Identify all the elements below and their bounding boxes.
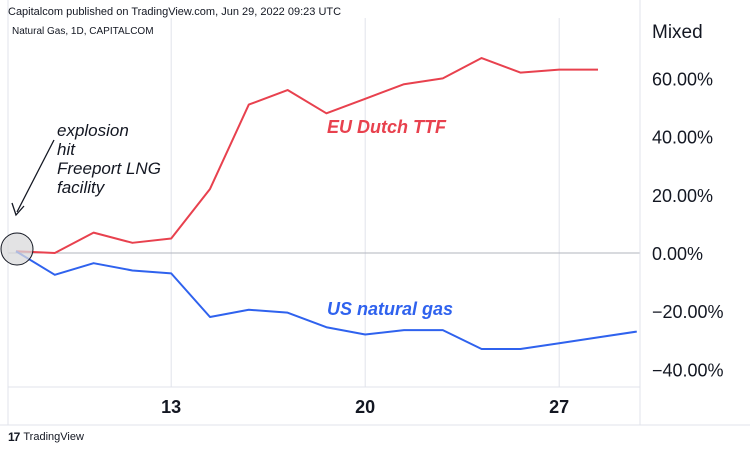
- label-layer: EU Dutch TTF US natural gas: [327, 117, 453, 319]
- highlight-circle: [0, 232, 34, 266]
- x-tick-label: 20: [355, 397, 375, 417]
- publisher-header: Capitalcom published on TradingView.com,…: [8, 6, 342, 18]
- annotation-text-line: explosion: [57, 121, 129, 140]
- series-line-eu-dutch-ttf: [15, 57, 598, 254]
- y-tick-label: 20.00%: [652, 186, 713, 206]
- tradingview-logo-icon: 17: [8, 430, 20, 444]
- footer-brand[interactable]: 17 TradingView: [8, 430, 84, 444]
- scale-mode-label[interactable]: Mixed: [652, 22, 703, 43]
- symbol-info: Natural Gas, 1D, CAPITALCOM: [12, 26, 154, 37]
- y-tick-label: 60.00%: [652, 69, 713, 89]
- series-line-us-natural-gas: [15, 250, 637, 351]
- grid-layer: [8, 18, 640, 387]
- annotation-arrow-shaft: [16, 139, 55, 213]
- series-label-us: US natural gas: [327, 299, 453, 319]
- x-tick-label: 13: [161, 397, 181, 417]
- axis-layer: 60.00% 40.00% 20.00% 0.00% −20.00% −40.00% 13 2…: [0, 0, 750, 426]
- series-label-eu: EU Dutch TTF: [327, 117, 447, 137]
- annotation-text-line: hit: [57, 140, 76, 159]
- footer-brand-label: TradingView: [23, 431, 84, 443]
- annotation-text-line: facility: [57, 178, 106, 197]
- series-layer: [15, 57, 637, 351]
- annotation-arrowhead: [11, 202, 25, 217]
- y-tick-label: 0.00%: [652, 244, 703, 264]
- y-tick-label: 40.00%: [652, 128, 713, 148]
- y-tick-label: −40.00%: [652, 360, 724, 380]
- annotation-text-line: Freeport LNG: [57, 159, 161, 178]
- x-tick-label: 27: [549, 397, 569, 417]
- y-tick-label: −20.00%: [652, 302, 724, 322]
